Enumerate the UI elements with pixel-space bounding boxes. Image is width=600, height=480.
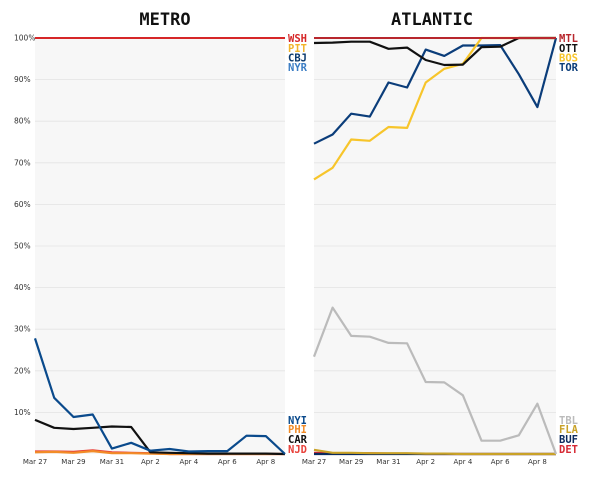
x-tick-label: Mar 27	[23, 458, 47, 466]
series-line-nyi	[33, 338, 286, 455]
x-tick-label: Apr 2	[416, 458, 435, 466]
y-tick-label: 50%	[14, 242, 31, 251]
panel-title: ATLANTIC	[391, 10, 473, 30]
team-label-buf: BUF	[559, 434, 578, 446]
team-label-wsh: WSH	[288, 33, 307, 45]
y-tick-label: 90%	[14, 75, 31, 84]
x-tick-label: Mar 27	[302, 458, 326, 466]
panel-atlantic: ATLANTIC Mar 27 Mar 29 Mar 31 Apr 2 Apr 4 Apr …	[302, 10, 579, 466]
x-tick-label: Apr 8	[256, 458, 275, 466]
team-label-njd: NJD	[288, 444, 307, 456]
team-label-det: DET	[559, 444, 578, 456]
x-tick-label: Apr 6	[491, 458, 510, 466]
series-line-fla	[313, 448, 556, 456]
x-tick-label: Apr 2	[141, 458, 160, 466]
team-label-tbl: TBL	[559, 415, 578, 427]
y-tick-label: 100%	[14, 34, 35, 43]
y-tick-label: 40%	[14, 283, 31, 292]
x-tick-label: Apr 6	[218, 458, 237, 466]
y-tick-label: 30%	[14, 325, 31, 334]
x-tick-label: Apr 8	[528, 458, 547, 466]
team-label-nyi: NYI	[288, 415, 307, 427]
team-label-mtl: MTL	[559, 33, 578, 45]
team-label-phi: PHI	[288, 424, 307, 436]
x-tick-label: Mar 29	[61, 458, 85, 466]
y-tick-label: 20%	[14, 366, 31, 375]
team-label-fla: FLA	[559, 424, 579, 436]
team-label-pit: PIT	[288, 43, 307, 55]
x-tick-label: Mar 31	[100, 458, 124, 466]
x-tick-label: Apr 4	[179, 458, 198, 466]
team-label-ott: OTT	[559, 43, 578, 55]
series-line-ott	[313, 36, 556, 67]
x-tick-label: Mar 31	[376, 458, 400, 466]
team-label-cbj: CBJ	[288, 53, 307, 65]
team-label-bos: BOS	[559, 53, 578, 65]
series-line-car	[34, 418, 286, 456]
panel-metro: METRO 10% 20% 30% 40% 50% 60% 70% 80% 90% 100% Mar …	[14, 10, 308, 466]
team-label-tor: TOR	[559, 62, 579, 74]
y-tick-label: 10%	[14, 408, 31, 417]
team-label-car: CAR	[288, 434, 308, 446]
series-line-tor	[313, 37, 558, 145]
x-tick-label: Apr 4	[454, 458, 473, 466]
y-tick-label: 80%	[14, 117, 31, 126]
x-tick-label: Mar 29	[339, 458, 363, 466]
panel-title: METRO	[139, 10, 190, 30]
team-label-nyr: NYR	[288, 62, 308, 74]
y-tick-label: 70%	[14, 158, 31, 167]
series-line-tbl	[312, 306, 558, 455]
y-tick-label: 60%	[14, 200, 31, 209]
